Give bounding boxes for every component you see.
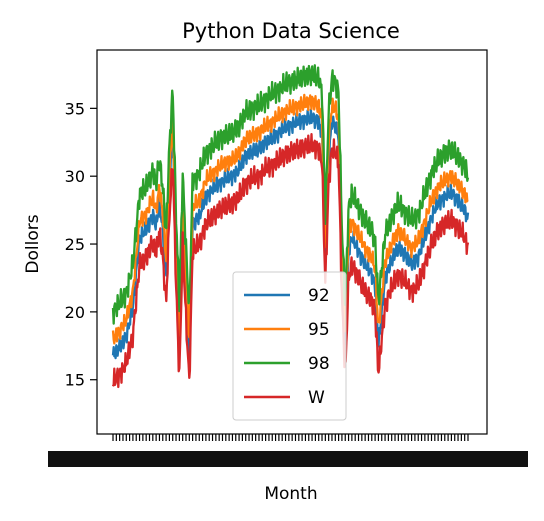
- y-tick-label: 35: [65, 99, 85, 118]
- legend-label-92: 92: [308, 286, 330, 306]
- y-tick-label: 15: [65, 371, 85, 390]
- x-axis: [48, 434, 528, 467]
- legend-label-W: W: [308, 388, 325, 408]
- y-tick-label: 20: [65, 303, 85, 322]
- chart-title: Python Data Science: [182, 19, 400, 43]
- y-tick-label: 30: [65, 167, 85, 186]
- legend: 92 95 98 W: [232, 271, 347, 421]
- legend-box: [232, 271, 347, 421]
- series-line-98: [111, 64, 470, 325]
- series-line-W: [111, 133, 470, 389]
- y-axis: 15 20 25 30 35: [65, 99, 97, 390]
- y-axis-label: Dollors: [23, 214, 43, 273]
- legend-label-95: 95: [308, 320, 330, 340]
- y-tick-label: 25: [65, 235, 85, 254]
- x-axis-label: Month: [264, 484, 317, 504]
- plot-area: [111, 64, 470, 389]
- x-tick-labels-overlap: [48, 451, 528, 467]
- legend-label-98: 98: [308, 354, 330, 374]
